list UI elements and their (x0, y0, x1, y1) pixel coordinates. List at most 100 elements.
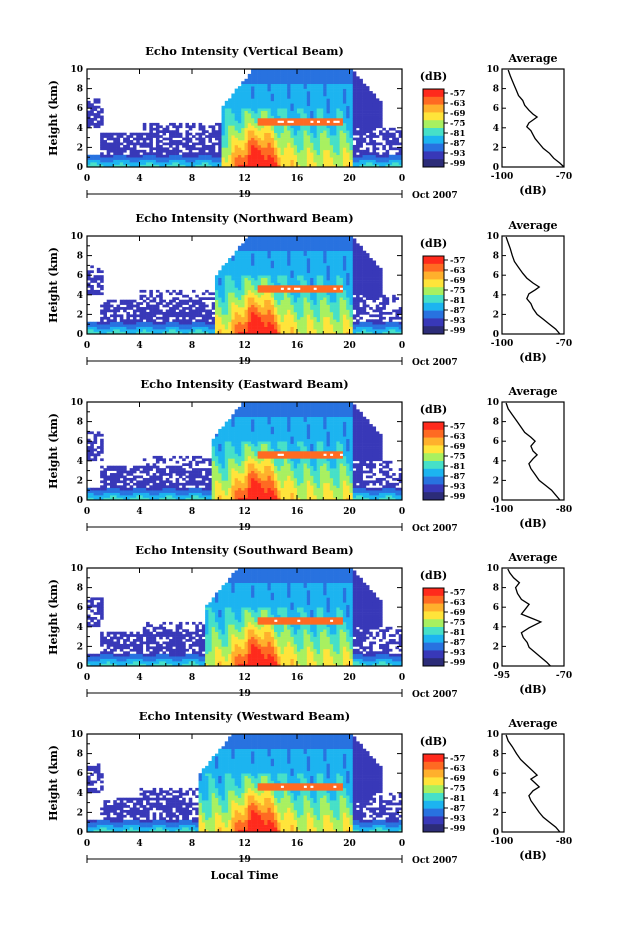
heatmap-cell (132, 316, 137, 320)
heatmap-cell (319, 108, 324, 111)
heatmap-cell (198, 324, 203, 327)
heatmap-cell (379, 118, 383, 121)
heatmap-cell (313, 299, 317, 303)
heatmap-cell (280, 91, 285, 94)
heatmap-cell (175, 304, 180, 308)
heatmap-cell (306, 238, 311, 242)
heatmap-cell (247, 76, 252, 80)
heatmap-cell (234, 113, 239, 116)
heatmap-cell (283, 103, 288, 107)
x-tick-label: 0 (399, 174, 405, 184)
heatmap-cell (336, 258, 340, 261)
heatmap-cell (139, 324, 144, 327)
heatmap-cell (306, 275, 311, 278)
heatmap-cell (267, 289, 272, 293)
heatmap-cell (310, 299, 314, 303)
heatmap-cell (270, 130, 275, 133)
heatmap-cell (231, 262, 235, 266)
heatmap-cell (260, 299, 265, 303)
heatmap-cell (185, 321, 190, 325)
heatmap-cell (352, 88, 357, 92)
heatmap-cell (339, 159, 344, 163)
heatmap-cell (349, 253, 354, 256)
heatmap-cell (329, 100, 334, 104)
heatmap-cell (267, 108, 272, 111)
heatmap-cell (264, 86, 268, 89)
heatmap-cell (277, 149, 281, 153)
heatmap-cell (346, 304, 350, 308)
heatmap-cell (349, 270, 354, 274)
heatmap-cell (241, 272, 245, 276)
heatmap-cell (165, 329, 170, 332)
heatmap-cell (319, 95, 324, 99)
heatmap-cell (149, 147, 153, 151)
heatmap-cell (306, 76, 311, 80)
heatmap-cell (270, 83, 275, 87)
heatmap-cell (362, 307, 367, 310)
heatmap-cell (303, 135, 308, 138)
heatmap-cell (234, 98, 239, 102)
heatmap-cell (356, 262, 360, 266)
heatmap-cell (260, 307, 265, 310)
y-tick-label: 2 (77, 310, 83, 320)
heatmap-cell (280, 71, 285, 75)
heatmap-cell (293, 262, 298, 266)
heatmap-cell (339, 95, 344, 99)
heatmap-cell (369, 164, 373, 168)
heatmap-cell (165, 319, 170, 323)
heatmap-cell (310, 115, 314, 119)
heatmap-cell (218, 302, 222, 305)
heatmap-cell (316, 108, 321, 111)
heatmap-cell (175, 319, 180, 323)
heatmap-cell (103, 311, 107, 315)
heatmap-cell (270, 292, 275, 296)
heatmap-cell (287, 267, 291, 271)
heatmap-cell (100, 120, 104, 124)
heatmap-cell (346, 292, 350, 296)
heatmap-cell (346, 258, 350, 261)
heatmap-cell (277, 304, 281, 308)
heatmap-cell (333, 100, 337, 104)
heatmap-cell (257, 110, 262, 114)
heatmap-cell (365, 289, 370, 293)
heatmap-cell (264, 307, 268, 310)
heatmap-cell (241, 287, 245, 291)
heatmap-cell (303, 162, 308, 165)
heatmap-cell (316, 294, 321, 298)
heatmap-cell (339, 265, 344, 269)
heatmap-cell (162, 311, 167, 315)
heatmap-cell (339, 331, 344, 335)
heatmap-cell (356, 118, 360, 121)
heatmap-cell (300, 282, 304, 286)
heatmap-cell (208, 162, 212, 165)
heatmap-cell (241, 280, 245, 283)
heatmap-cell (211, 297, 216, 300)
heatmap-cell (293, 91, 298, 94)
heatmap-cell (339, 132, 344, 136)
heatmap-cell (326, 108, 331, 111)
heatmap-cell (333, 316, 337, 320)
heatmap-cell (244, 324, 249, 327)
heatmap-cell (264, 98, 268, 102)
heatmap-cell (228, 285, 232, 288)
heatmap-cell (234, 164, 239, 168)
heatmap-cell (218, 297, 222, 300)
heatmap-cell (306, 245, 311, 249)
heatmap-cell (336, 132, 340, 136)
heatmap-cell (329, 132, 334, 136)
heatmap-cell (359, 144, 363, 148)
heatmap-cell (316, 83, 321, 87)
heatmap-cell (257, 321, 262, 325)
heatmap-cell (352, 113, 357, 116)
heatmap-cell (326, 297, 331, 300)
heatmap-cell (237, 287, 242, 291)
heatmap-cell (313, 88, 317, 92)
heatmap-cell (310, 245, 314, 249)
heatmap-cell (100, 152, 104, 156)
heatmap-cell (290, 260, 295, 264)
heatmap-cell (129, 321, 134, 325)
heatmap-cell (257, 91, 262, 94)
heatmap-cell (178, 309, 183, 313)
heatmap-cell (244, 326, 249, 330)
heatmap-cell (109, 135, 114, 138)
